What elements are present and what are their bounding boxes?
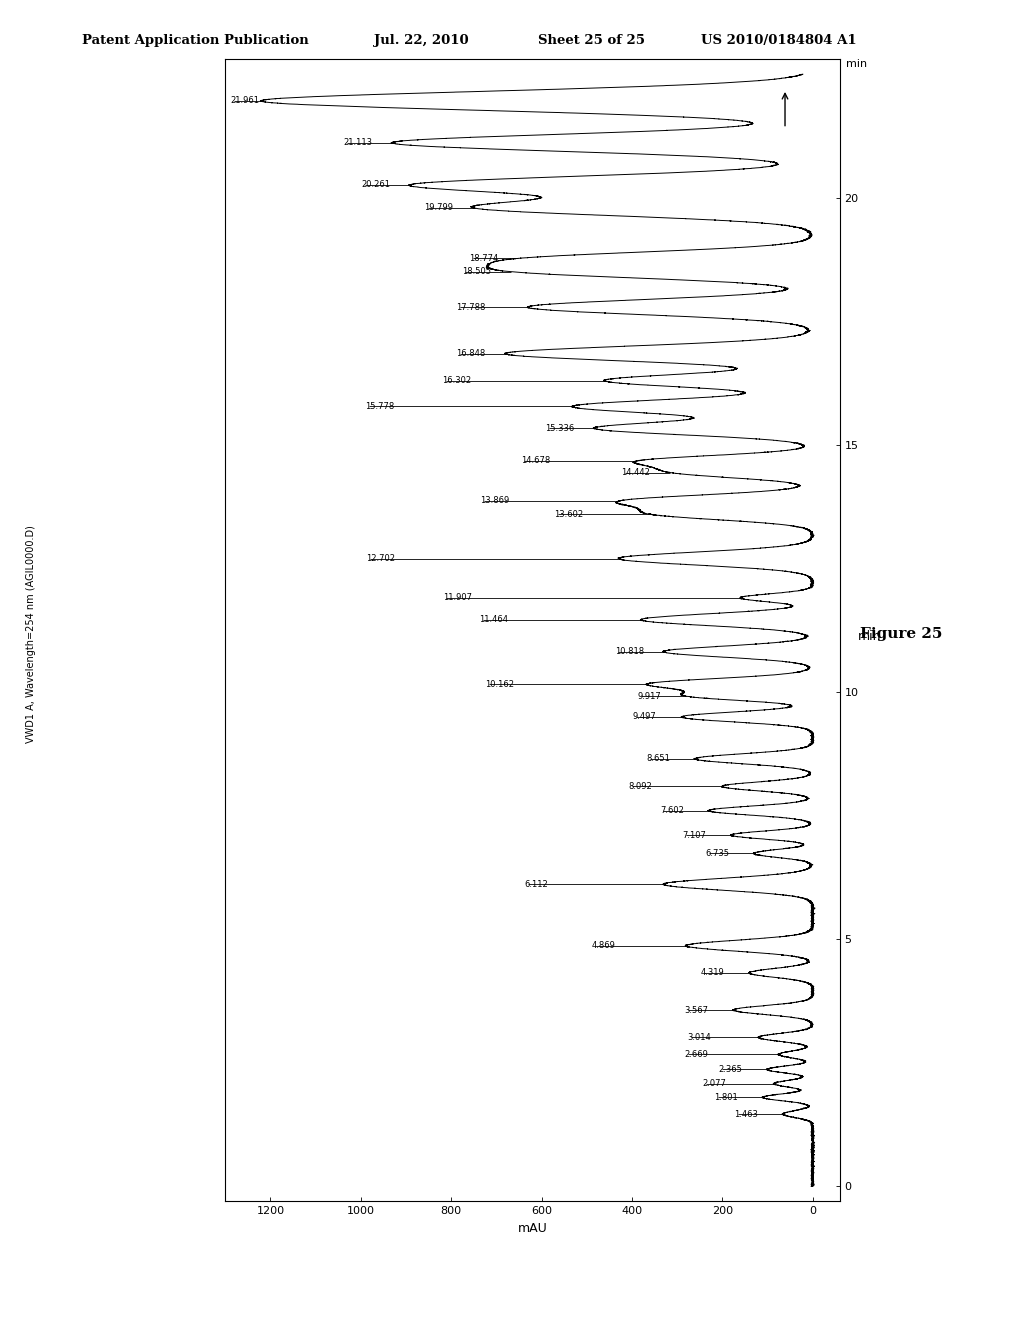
Text: 10.818: 10.818 bbox=[614, 647, 644, 656]
Text: 7.602: 7.602 bbox=[659, 807, 684, 816]
Text: min: min bbox=[846, 59, 867, 70]
Text: 21.961: 21.961 bbox=[230, 96, 260, 106]
Text: 9.917: 9.917 bbox=[637, 692, 660, 701]
Text: 8.092: 8.092 bbox=[629, 781, 652, 791]
Text: 11.907: 11.907 bbox=[442, 593, 472, 602]
Text: 3.567: 3.567 bbox=[685, 1006, 709, 1015]
Text: 1.801: 1.801 bbox=[714, 1093, 738, 1102]
Text: Sheet 25 of 25: Sheet 25 of 25 bbox=[538, 33, 644, 46]
Text: 8.651: 8.651 bbox=[646, 754, 670, 763]
X-axis label: mAU: mAU bbox=[517, 1221, 548, 1234]
Text: 13.869: 13.869 bbox=[480, 496, 509, 506]
Text: 15.336: 15.336 bbox=[546, 424, 574, 433]
Text: 3.014: 3.014 bbox=[687, 1032, 711, 1041]
Text: 14.678: 14.678 bbox=[521, 457, 550, 466]
Text: Jul. 22, 2010: Jul. 22, 2010 bbox=[374, 33, 468, 46]
Text: 16.848: 16.848 bbox=[457, 348, 485, 358]
Text: 15.778: 15.778 bbox=[366, 403, 394, 411]
Text: 10.162: 10.162 bbox=[485, 680, 514, 689]
Text: US 2010/0184804 A1: US 2010/0184804 A1 bbox=[701, 33, 857, 46]
Text: 9.497: 9.497 bbox=[633, 713, 656, 722]
Text: Patent Application Publication: Patent Application Publication bbox=[82, 33, 308, 46]
Text: 18.774: 18.774 bbox=[469, 253, 499, 263]
Text: 2.669: 2.669 bbox=[685, 1049, 709, 1059]
Text: 17.788: 17.788 bbox=[457, 302, 486, 312]
Text: Figure 25: Figure 25 bbox=[860, 627, 942, 640]
Text: 19.799: 19.799 bbox=[424, 203, 453, 213]
Text: 18.505: 18.505 bbox=[462, 267, 490, 276]
Text: 2.365: 2.365 bbox=[719, 1065, 742, 1074]
Text: 21.113: 21.113 bbox=[344, 139, 373, 148]
Text: 1.463: 1.463 bbox=[734, 1110, 759, 1118]
Text: 13.602: 13.602 bbox=[554, 510, 584, 519]
Text: 6.112: 6.112 bbox=[524, 879, 548, 888]
Text: 6.735: 6.735 bbox=[706, 849, 729, 858]
Text: 7.107: 7.107 bbox=[682, 830, 707, 840]
Text: 16.302: 16.302 bbox=[442, 376, 471, 385]
Text: 20.261: 20.261 bbox=[361, 181, 390, 189]
Text: 2.077: 2.077 bbox=[702, 1080, 727, 1088]
Text: VWD1 A, Wavelength=254 nm (AGIL0000.D): VWD1 A, Wavelength=254 nm (AGIL0000.D) bbox=[26, 524, 36, 743]
Text: 14.442: 14.442 bbox=[621, 469, 650, 477]
Text: 11.464: 11.464 bbox=[479, 615, 508, 624]
Y-axis label: min: min bbox=[858, 631, 882, 643]
Text: 12.702: 12.702 bbox=[367, 554, 395, 564]
Text: 4.869: 4.869 bbox=[592, 941, 616, 950]
Text: 4.319: 4.319 bbox=[700, 969, 724, 977]
